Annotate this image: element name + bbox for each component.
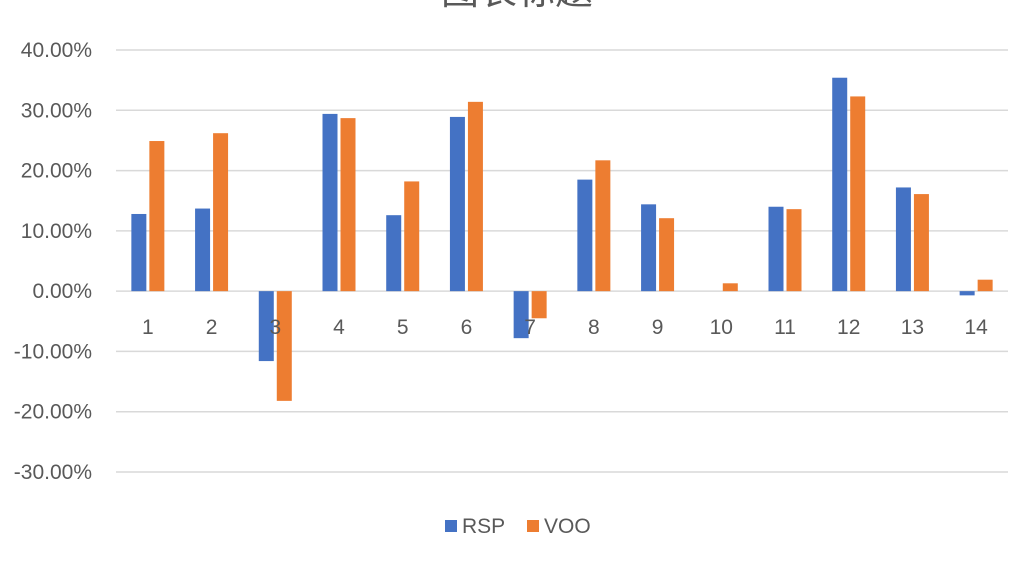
bar-rsp-13 xyxy=(895,187,911,292)
x-category-label: 3 xyxy=(269,316,281,339)
x-category-label: 4 xyxy=(333,316,345,339)
legend-label-rsp: RSP xyxy=(462,515,505,538)
legend-swatch-rsp xyxy=(445,520,457,532)
y-tick-label: -20.00% xyxy=(14,401,92,424)
bar-rsp-11 xyxy=(768,206,784,292)
bars xyxy=(131,77,993,401)
x-category-label: 9 xyxy=(652,316,664,339)
y-tick-label: -30.00% xyxy=(14,461,92,484)
x-category-label: 10 xyxy=(710,316,733,339)
y-tick-label: -10.00% xyxy=(14,340,92,363)
y-tick-label: 10.00% xyxy=(21,220,92,243)
bar-voo-9 xyxy=(659,218,675,292)
bar-rsp-7 xyxy=(513,291,529,339)
y-tick-label: 40.00% xyxy=(21,39,92,62)
x-category-label: 6 xyxy=(461,316,473,339)
x-category-label: 13 xyxy=(901,316,924,339)
x-category-label: 2 xyxy=(206,316,218,339)
y-tick-label: 30.00% xyxy=(21,99,92,122)
bar-voo-14 xyxy=(977,279,993,292)
bar-rsp-2 xyxy=(195,208,211,292)
x-category-label: 7 xyxy=(524,316,536,339)
x-category-label: 5 xyxy=(397,316,409,339)
x-category-label: 14 xyxy=(964,316,988,339)
bar-voo-6 xyxy=(467,101,483,292)
bar-voo-10 xyxy=(722,283,738,292)
legend-swatch-voo xyxy=(527,520,539,532)
bar-rsp-8 xyxy=(577,179,593,292)
bar-voo-1 xyxy=(149,141,165,292)
x-category-label: 8 xyxy=(588,316,600,339)
bar-voo-2 xyxy=(213,133,229,292)
chart-title: 图表标题 xyxy=(441,0,593,13)
bar-voo-11 xyxy=(786,209,802,292)
y-axis-ticks: 40.00% 30.00% 20.00% 10.00% 0.00% -10.00% -20.… xyxy=(14,39,92,484)
bar-rsp-1 xyxy=(131,213,147,292)
bar-voo-13 xyxy=(913,194,929,292)
bar-rsp-4 xyxy=(322,113,338,292)
bar-rsp-12 xyxy=(832,77,848,292)
x-category-label: 12 xyxy=(837,316,860,339)
x-axis-categories: 1 2 3 4 5 6 7 8 9 10 11 12 13 14 xyxy=(142,316,988,339)
bar-rsp-3 xyxy=(258,291,274,362)
y-tick-label: 20.00% xyxy=(21,160,92,183)
bar-voo-5 xyxy=(404,181,420,292)
legend: RSP VOO xyxy=(445,515,591,538)
x-category-label: 11 xyxy=(774,316,796,339)
bar-voo-4 xyxy=(340,118,356,292)
gridlines xyxy=(116,49,1008,473)
bar-voo-7 xyxy=(531,291,547,319)
legend-label-voo: VOO xyxy=(544,515,591,538)
bar-rsp-6 xyxy=(449,116,465,292)
bar-rsp-5 xyxy=(386,215,402,292)
x-category-label: 1 xyxy=(142,316,154,339)
bar-rsp-14 xyxy=(959,291,975,296)
bar-voo-12 xyxy=(850,96,866,292)
y-tick-label: 0.00% xyxy=(32,280,92,303)
bar-rsp-9 xyxy=(641,204,657,292)
bar-voo-3 xyxy=(276,291,292,401)
bar-voo-8 xyxy=(595,160,611,292)
